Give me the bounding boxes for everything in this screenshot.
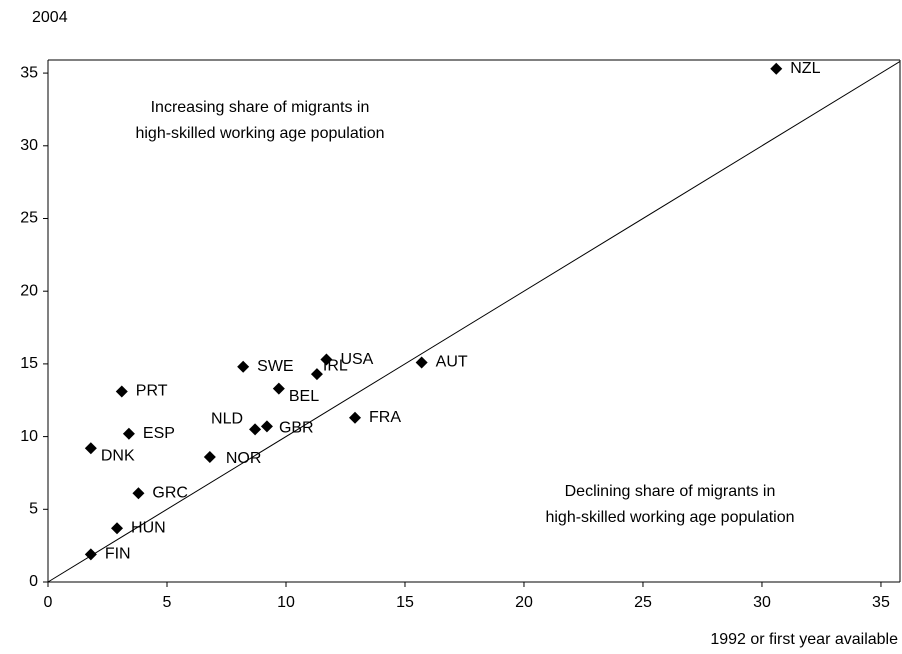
point — [84, 548, 97, 561]
point — [115, 385, 128, 398]
point-label: AUT — [436, 354, 468, 371]
x-tick-label: 15 — [396, 594, 414, 611]
diagonal — [47, 61, 901, 583]
point-label: GRC — [152, 485, 188, 502]
point — [349, 411, 362, 424]
x-tick-label: 25 — [634, 594, 652, 611]
point-label: FRA — [369, 409, 401, 426]
x-tick-label: 5 — [163, 594, 172, 611]
annotation: Declining share of migrants in — [565, 483, 776, 500]
point — [320, 353, 333, 366]
x-tick-label: 30 — [753, 594, 771, 611]
y-tick-label: 5 — [29, 501, 38, 518]
y-tick-label: 30 — [20, 137, 38, 154]
point — [415, 356, 428, 369]
y-tick-label: 0 — [29, 573, 38, 590]
point-label: NZL — [790, 60, 820, 77]
point — [249, 423, 262, 436]
point — [770, 62, 783, 75]
point-label: IRL — [323, 357, 348, 374]
y-tick-label: 10 — [20, 428, 38, 445]
y-tick-label: 35 — [20, 64, 38, 81]
annotation: high-skilled working age population — [135, 125, 384, 142]
x-tick-label: 0 — [44, 594, 53, 611]
point — [272, 382, 285, 395]
y-tick-label: 25 — [20, 210, 38, 227]
x-axis-title: 1992 or first year available — [710, 631, 898, 648]
y-tick-label: 15 — [20, 355, 38, 372]
point-label: DNK — [101, 447, 135, 464]
y-axis-title: 2004 — [32, 9, 68, 26]
x-tick-label: 10 — [277, 594, 295, 611]
point-label: USA — [340, 351, 373, 368]
x-tick-label: 20 — [515, 594, 533, 611]
point-label: FIN — [105, 546, 131, 563]
point — [111, 522, 124, 535]
point-label: NLD — [211, 411, 243, 428]
point — [122, 427, 135, 440]
point-label: ESP — [143, 425, 175, 442]
point — [310, 368, 323, 381]
point-label: PRT — [136, 383, 168, 400]
point — [84, 442, 97, 455]
point — [237, 360, 250, 373]
point-label: HUN — [131, 519, 166, 536]
point — [203, 450, 216, 463]
point-label: BEL — [289, 388, 319, 405]
point-label: GBR — [279, 420, 314, 437]
point-label: SWE — [257, 358, 293, 375]
annotation: Increasing share of migrants in — [151, 99, 370, 116]
point — [132, 487, 145, 500]
point — [260, 420, 273, 433]
annotation: high-skilled working age population — [545, 509, 794, 526]
point-label: NOR — [226, 450, 262, 467]
y-tick-label: 20 — [20, 282, 38, 299]
x-tick-label: 35 — [872, 594, 890, 611]
